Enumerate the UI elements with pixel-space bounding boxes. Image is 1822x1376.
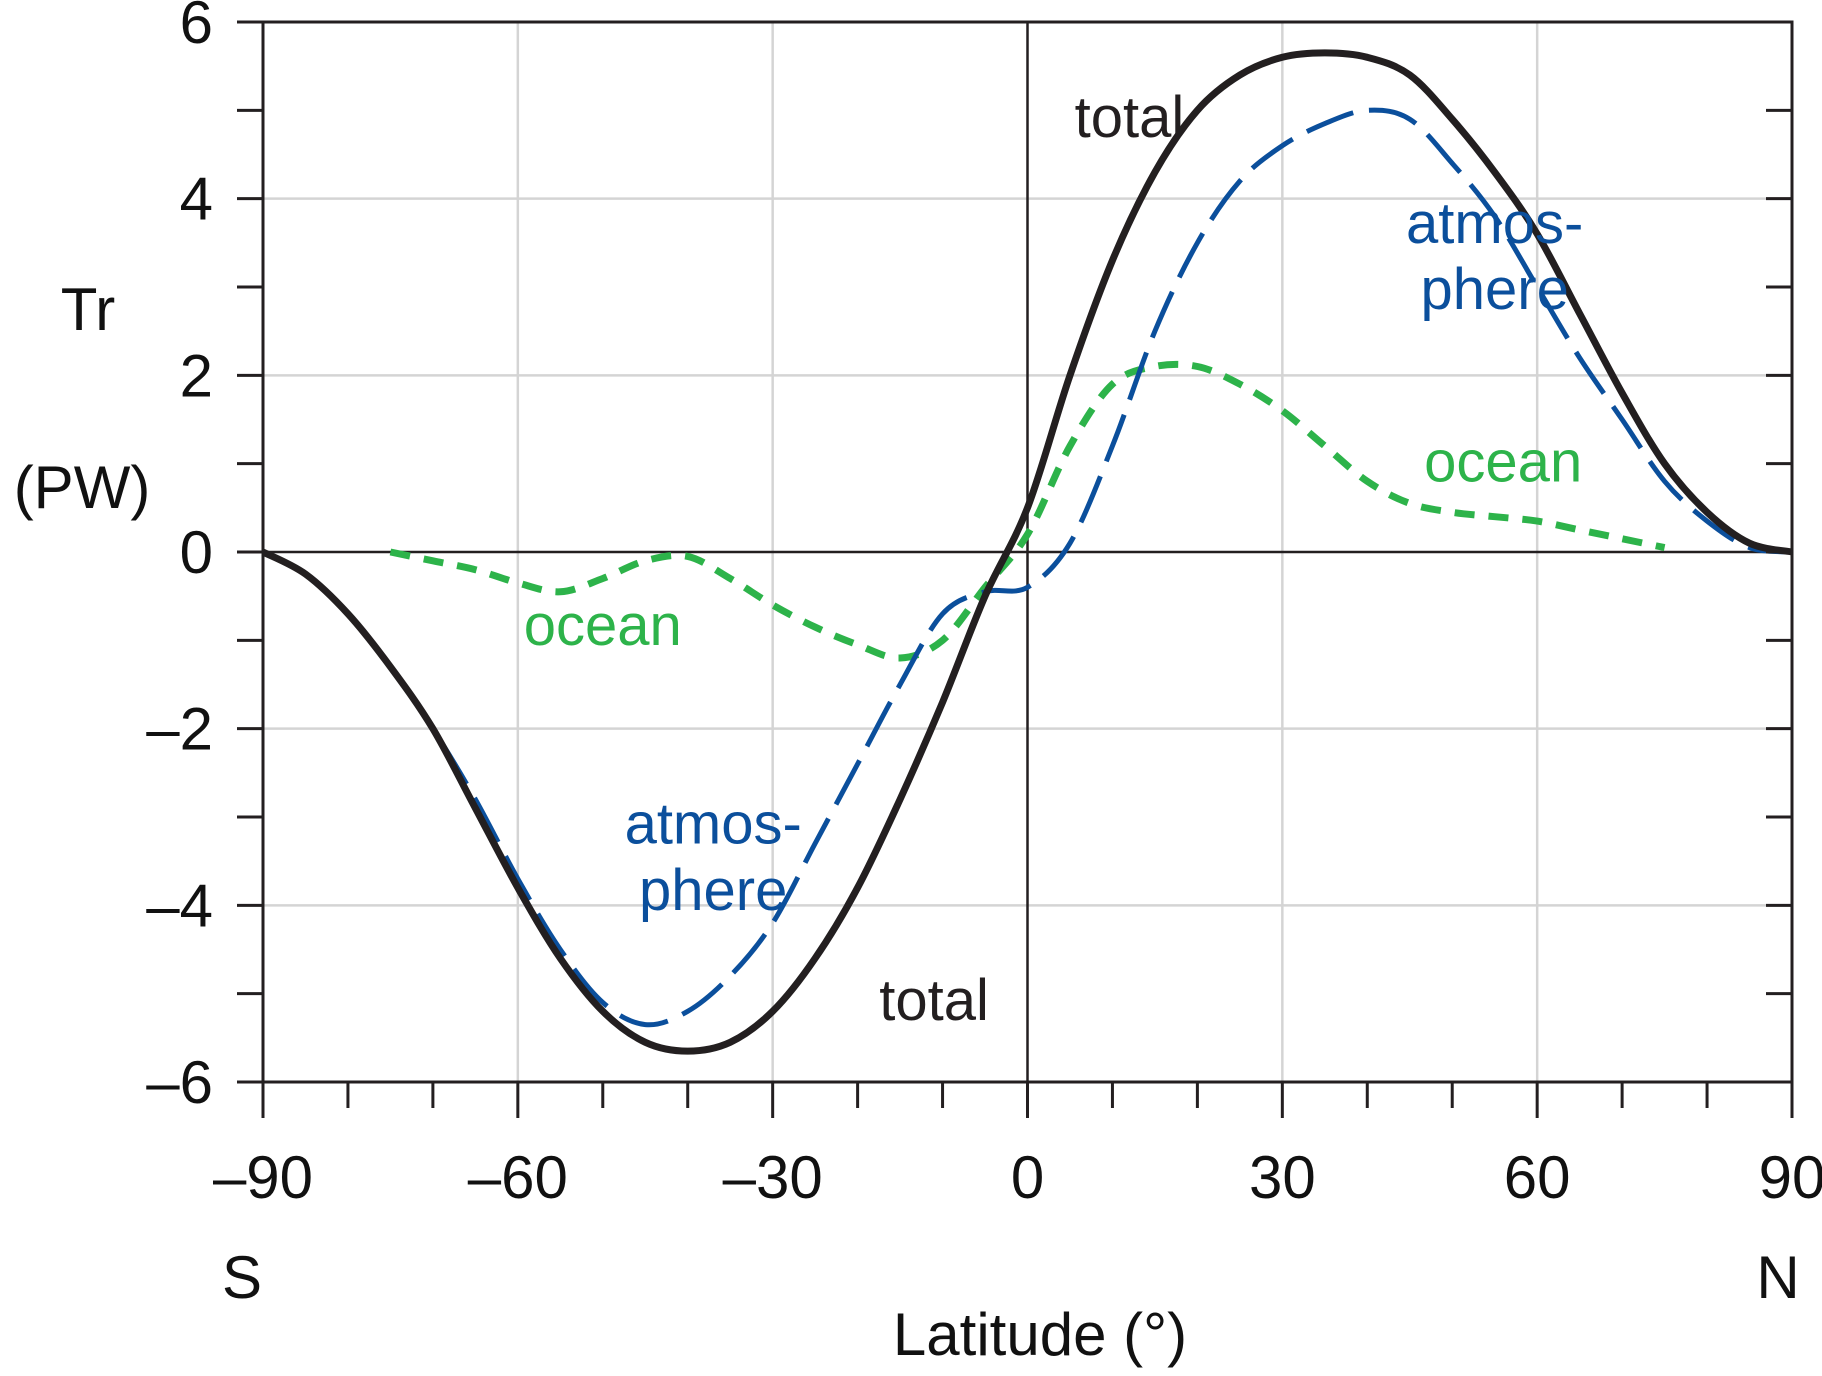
x-tick-label: 0 xyxy=(1011,1144,1044,1211)
x-tick-label: –90 xyxy=(213,1144,313,1211)
y-tick-label: –2 xyxy=(146,696,213,763)
y-tick-label: –4 xyxy=(146,872,213,939)
x-axis-end-label-south: S xyxy=(222,1244,262,1311)
series-label: phere xyxy=(639,858,787,923)
y-axis-label: Tr xyxy=(61,276,115,343)
x-tick-label: 90 xyxy=(1759,1144,1822,1211)
y-tick-label: –6 xyxy=(146,1049,213,1116)
y-tick-label: 2 xyxy=(180,342,213,409)
series-label: phere xyxy=(1421,257,1569,322)
y-axis-unit: (PW) xyxy=(14,454,151,521)
x-tick-label: 60 xyxy=(1504,1144,1571,1211)
series-label: total xyxy=(879,968,989,1033)
x-tick-label: –30 xyxy=(723,1144,823,1211)
series-label: atmos- xyxy=(625,792,802,857)
x-axis-end-label-north: N xyxy=(1756,1244,1799,1311)
series-label: ocean xyxy=(524,593,682,658)
series-label: atmos- xyxy=(1406,191,1583,256)
series-line-ocean xyxy=(389,360,1666,662)
series-label: total xyxy=(1075,85,1185,150)
x-tick-label: –60 xyxy=(468,1144,568,1211)
x-axis-label: Latitude (°) xyxy=(893,1301,1187,1368)
tick-labels: –90 –60 –30 0 30 60 90 –6 –4 –2 0 2 4 6 xyxy=(146,0,1822,1211)
x-tick-label: 30 xyxy=(1249,1144,1316,1211)
y-tick-label: 6 xyxy=(180,0,213,56)
series-layer xyxy=(261,49,1793,1055)
series-annotations: total atmos-phere ocean ocean atmos-phere tot… xyxy=(524,85,1584,1033)
series-line-atmosphere xyxy=(261,107,1793,1028)
y-tick-label: 4 xyxy=(180,166,213,233)
series-line-total xyxy=(261,49,1793,1055)
axis-ticks xyxy=(237,20,1794,1118)
zero-axis-lines xyxy=(263,22,1792,1082)
y-tick-label: 0 xyxy=(180,519,213,586)
series-label: ocean xyxy=(1424,429,1582,494)
